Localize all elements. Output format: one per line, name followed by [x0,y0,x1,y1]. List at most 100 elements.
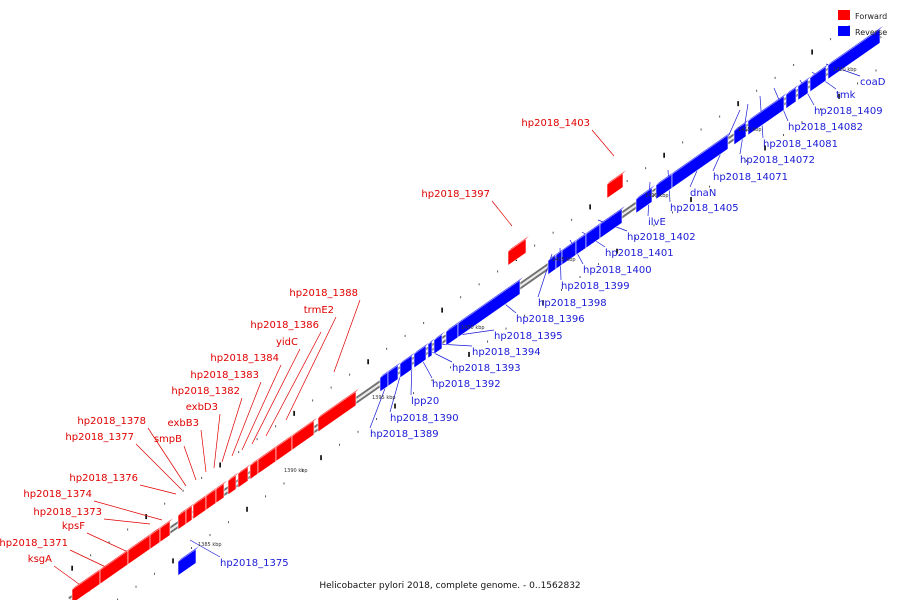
gene-label-hp2018-1373[interactable]: hp2018_1373 [33,507,102,518]
reverse-gene-block-14 [599,205,625,239]
gene-label-ilve[interactable]: ilvE [648,217,666,228]
leader-line-hp2018-1378 [147,427,187,487]
leader-line-hp2018-1388 [333,299,361,373]
gene-label-hp2018-1390[interactable]: hp2018_1390 [390,413,459,424]
forward-gene-block-17 [317,388,359,433]
reverse-gene-block-22 [809,63,829,93]
reverse-gene-block-17 [671,132,731,189]
gene-label-hp2018-1402[interactable]: hp2018_1402 [627,232,696,243]
gene-label-hp2018-1382[interactable]: hp2018_1382 [171,386,240,397]
reverse-gene-block-23 [827,26,883,80]
gene-label-hp2018-1400[interactable]: hp2018_1400 [583,265,652,276]
leader-line-hp2018-1403 [591,129,615,157]
gene-label-hp2018-1377[interactable]: hp2018_1377 [65,432,134,443]
gene-label-coad[interactable]: coaD [860,77,886,88]
leader-line-exbd3 [213,413,221,469]
leader-line-exbb3 [200,429,207,473]
gene-label-hp2018-1388[interactable]: hp2018_1388 [289,288,358,299]
tick-label-1395-kbp: 1395 kbp [372,395,396,401]
leader-line-hp2018-1376 [139,484,177,495]
gene-blocks [71,26,883,600]
leader-line-hp2018-1384 [241,364,282,451]
legend-reverse-label: Reverse [855,28,887,37]
gene-label-hp2018-1395[interactable]: hp2018_1395 [494,331,563,342]
reverse-gene-block-21 [797,76,811,101]
genome-caption: Helicobacter pylori 2018, complete genom… [319,581,580,591]
gene-label-trme2[interactable]: trmE2 [304,305,334,316]
leader-line-hp2018-1383 [231,381,262,457]
reverse-gene-block-19 [747,92,787,136]
tick-label-1420-kbp: 1420 kbp [833,67,857,73]
gene-label-hp2018-1389[interactable]: hp2018_1389 [370,429,439,440]
forward-gene-block-hp2018-1397 [507,235,529,267]
legend: Forward Reverse [838,10,887,37]
leader-line-trme2 [285,316,337,421]
gene-label-hp2018-1394[interactable]: hp2018_1394 [472,347,541,358]
gene-label-hp2018-1397[interactable]: hp2018_1397 [421,189,490,200]
gene-label-hp2018-1386[interactable]: hp2018_1386 [250,320,319,331]
leader-line-hp2018-1377 [135,443,183,491]
forward-gene-block-7 [185,502,195,525]
gene-label-hp2018-1374[interactable]: hp2018_1374 [23,489,92,500]
gene-label-hp2018-1376[interactable]: hp2018_1376 [69,473,138,484]
gene-label-hp2018-1375[interactable]: hp2018_1375 [220,558,289,569]
gene-label-exbd3[interactable]: exbD3 [186,402,218,413]
gene-label-dnan[interactable]: dnaN [690,188,716,199]
gene-label-hp2018-14082[interactable]: hp2018_14082 [788,122,863,133]
reverse-gene-block-8 [457,277,523,338]
leader-line-kpsf [86,532,129,553]
gene-label-tmk[interactable]: tmk [836,90,856,101]
gene-label-hp2018-1398[interactable]: hp2018_1398 [538,298,607,309]
legend-reverse-swatch [838,26,850,36]
tick-label-1415-kbp: 1415 kbp [738,127,762,133]
tick-label-1410-kbp: 1410 kbp [645,193,669,199]
reverse-gene-block-hp2018-1375 [177,546,199,577]
gene-label-hp2018-14071[interactable]: hp2018_14071 [713,172,788,183]
gene-label-exbb3[interactable]: exbB3 [168,418,199,429]
gene-labels: ksgA hp2018_1371 kpsF hp2018_1373 hp2018_137… [0,77,886,569]
gene-label-yidc[interactable]: yidC [276,337,298,348]
gene-label-hp2018-1401[interactable]: hp2018_1401 [605,248,674,259]
reverse-gene-block-12 [575,231,589,256]
gene-label-hp2018-1371[interactable]: hp2018_1371 [0,538,68,549]
reverse-gene-block-2 [387,362,401,387]
leader-line-hp2018-1397 [491,200,513,227]
gene-label-hp2018-1409[interactable]: hp2018_1409 [814,106,883,117]
legend-forward-label: Forward [855,12,887,21]
gene-label-ksga[interactable]: ksgA [28,554,52,565]
gene-label-hp2018-1383[interactable]: hp2018_1383 [190,370,259,381]
tick-labels: 1385 kbp 1390 kbp 1395 kbp 1400 kbp 1405 kbp… [198,67,857,548]
gene-label-hp2018-1396[interactable]: hp2018_1396 [516,314,585,325]
gene-label-hp2018-1392[interactable]: hp2018_1392 [432,379,501,390]
gene-label-hp2018-1405[interactable]: hp2018_1405 [670,203,739,214]
reverse-gene-block-5 [427,338,435,359]
forward-gene-block-10 [215,480,227,504]
leader-line-hp2018-1373 [103,518,151,525]
forward-gene-block-hp2018-1403 [606,170,626,200]
leader-line-hp2018-1394 [437,343,473,347]
gene-label-hp2018-14072[interactable]: hp2018_14072 [740,155,815,166]
forward-gene-block-5 [159,518,173,543]
leader-line-hp2018-1375 [189,539,221,558]
tick-label-1405-kbp: 1405 kbp [552,257,576,263]
gene-label-hp2018-14081[interactable]: hp2018_14081 [763,139,838,150]
tick-label-1400-kbp: 1400 kbp [461,325,485,331]
forward-gene-block-12 [237,463,251,489]
tick-label-1385-kbp: 1385 kbp [198,542,222,548]
gene-label-kpsf[interactable]: kpsF [62,521,85,532]
leader-line-yidc [251,348,301,445]
gene-label-smpb[interactable]: smpB [154,434,182,445]
reverse-gene-block-18 [733,119,749,146]
gene-label-hp2018-1378[interactable]: hp2018_1378 [77,416,146,427]
reverse-gene-block-9 [547,252,559,276]
gene-label-hp2018-1393[interactable]: hp2018_1393 [452,363,521,374]
gene-label-hp2018-1384[interactable]: hp2018_1384 [210,353,279,364]
gene-label-lpp20[interactable]: lpp20 [411,396,439,407]
reverse-gene-block-4 [413,342,429,369]
reverse-gene-block-6 [433,331,445,355]
gene-label-hp2018-1399[interactable]: hp2018_1399 [561,281,630,292]
reverse-gene-block-15 [635,185,655,214]
gene-label-hp2018-1403[interactable]: hp2018_1403 [521,118,590,129]
